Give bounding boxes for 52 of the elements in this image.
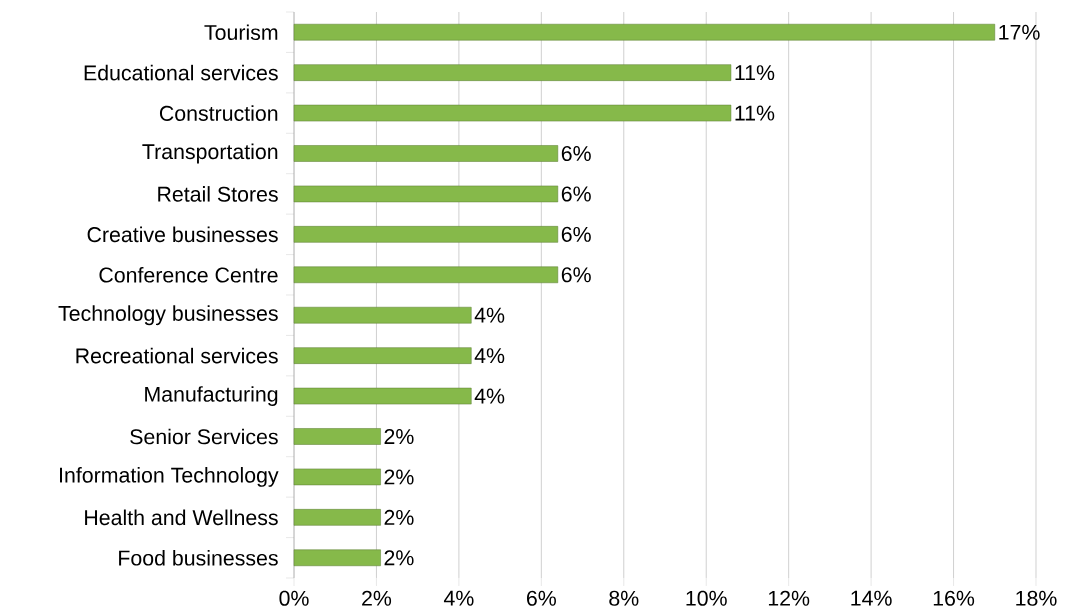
bar bbox=[293, 185, 559, 203]
bar bbox=[293, 549, 381, 567]
data-label: 4% bbox=[474, 388, 505, 404]
y-tick-label: Health and Wellness bbox=[85, 509, 278, 526]
data-label: 6% bbox=[561, 145, 591, 162]
x-tick-label: 10% bbox=[686, 590, 727, 606]
x-tick-label: 2% bbox=[362, 590, 392, 606]
y-tick-label: Retail Stores bbox=[158, 186, 278, 202]
bar bbox=[293, 306, 472, 324]
x-tick-label: 8% bbox=[609, 590, 639, 606]
y-tick-label: Educational services bbox=[84, 64, 278, 81]
y-tick-label: Transportation bbox=[142, 143, 278, 164]
x-tick-label: 14% bbox=[851, 590, 892, 606]
x-tick-label: 4% bbox=[443, 590, 474, 606]
y-tick-label: Food businesses bbox=[119, 549, 278, 566]
bar bbox=[293, 104, 732, 122]
y-tick-label: Tourism bbox=[204, 24, 278, 41]
bar bbox=[293, 509, 381, 526]
bar bbox=[293, 347, 472, 364]
y-tick-label: Conference Centre bbox=[99, 266, 278, 283]
bar bbox=[293, 226, 559, 243]
data-label: 11% bbox=[735, 65, 775, 81]
y-tick-label: Information Technology bbox=[60, 466, 279, 487]
data-label: 6% bbox=[561, 267, 591, 283]
bar bbox=[293, 468, 381, 486]
y-tick-label: Manufacturing bbox=[145, 386, 278, 407]
y-tick-label: Senior Services bbox=[130, 428, 278, 445]
bar bbox=[293, 145, 559, 162]
y-tick-label: Technology businesses bbox=[58, 305, 278, 326]
bar bbox=[293, 64, 732, 81]
data-label: 4% bbox=[474, 348, 505, 364]
data-label: 2% bbox=[384, 469, 414, 485]
bar bbox=[293, 23, 996, 41]
data-label: 4% bbox=[474, 307, 505, 323]
x-tick-label: 16% bbox=[933, 590, 975, 606]
y-tick-label: Creative businesses bbox=[87, 226, 278, 243]
data-label: 2% bbox=[384, 550, 414, 566]
x-tick-label: 6% bbox=[527, 590, 556, 606]
data-label: 2% bbox=[384, 428, 414, 444]
x-tick-label: 12% bbox=[768, 590, 810, 606]
data-label: 6% bbox=[561, 226, 591, 242]
bar bbox=[293, 428, 381, 445]
bar bbox=[293, 387, 472, 405]
data-label: 2% bbox=[384, 509, 414, 525]
x-tick-label: 18% bbox=[1016, 590, 1057, 606]
bar bbox=[293, 266, 559, 284]
data-label: 17% bbox=[999, 24, 1040, 40]
data-label: 6% bbox=[561, 186, 591, 202]
x-tick-label: 0% bbox=[279, 590, 309, 606]
y-tick-label: Recreational services bbox=[76, 347, 278, 364]
y-tick-label: Construction bbox=[159, 105, 278, 121]
data-label: 11% bbox=[735, 105, 775, 121]
